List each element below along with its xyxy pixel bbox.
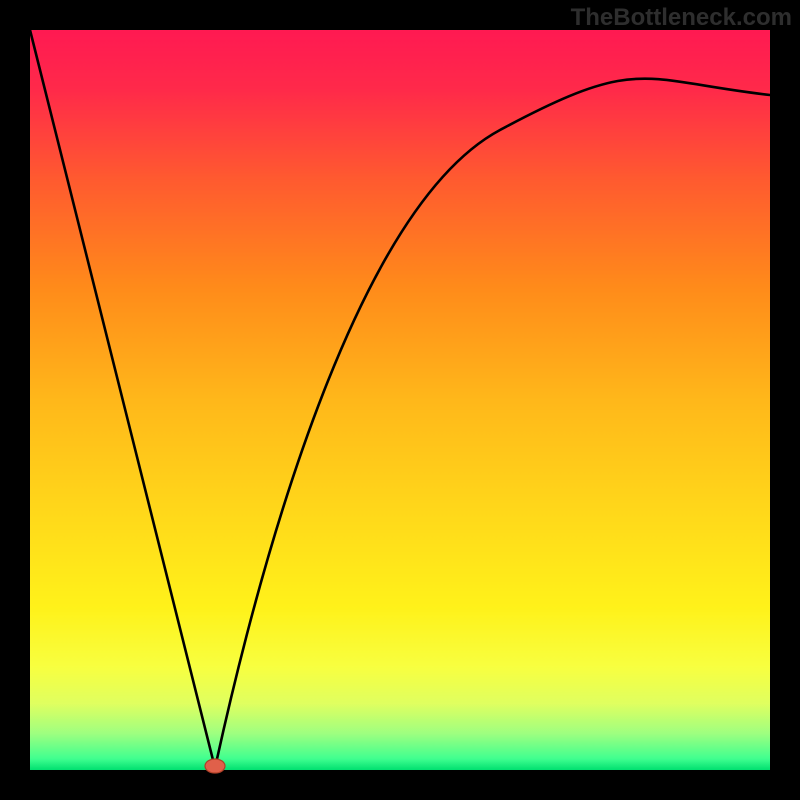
curve-layer <box>0 0 800 800</box>
chart-root: TheBottleneck.com <box>0 0 800 800</box>
watermark-text: TheBottleneck.com <box>571 4 792 32</box>
bottleneck-curve <box>30 30 770 768</box>
minimum-marker <box>205 759 225 773</box>
